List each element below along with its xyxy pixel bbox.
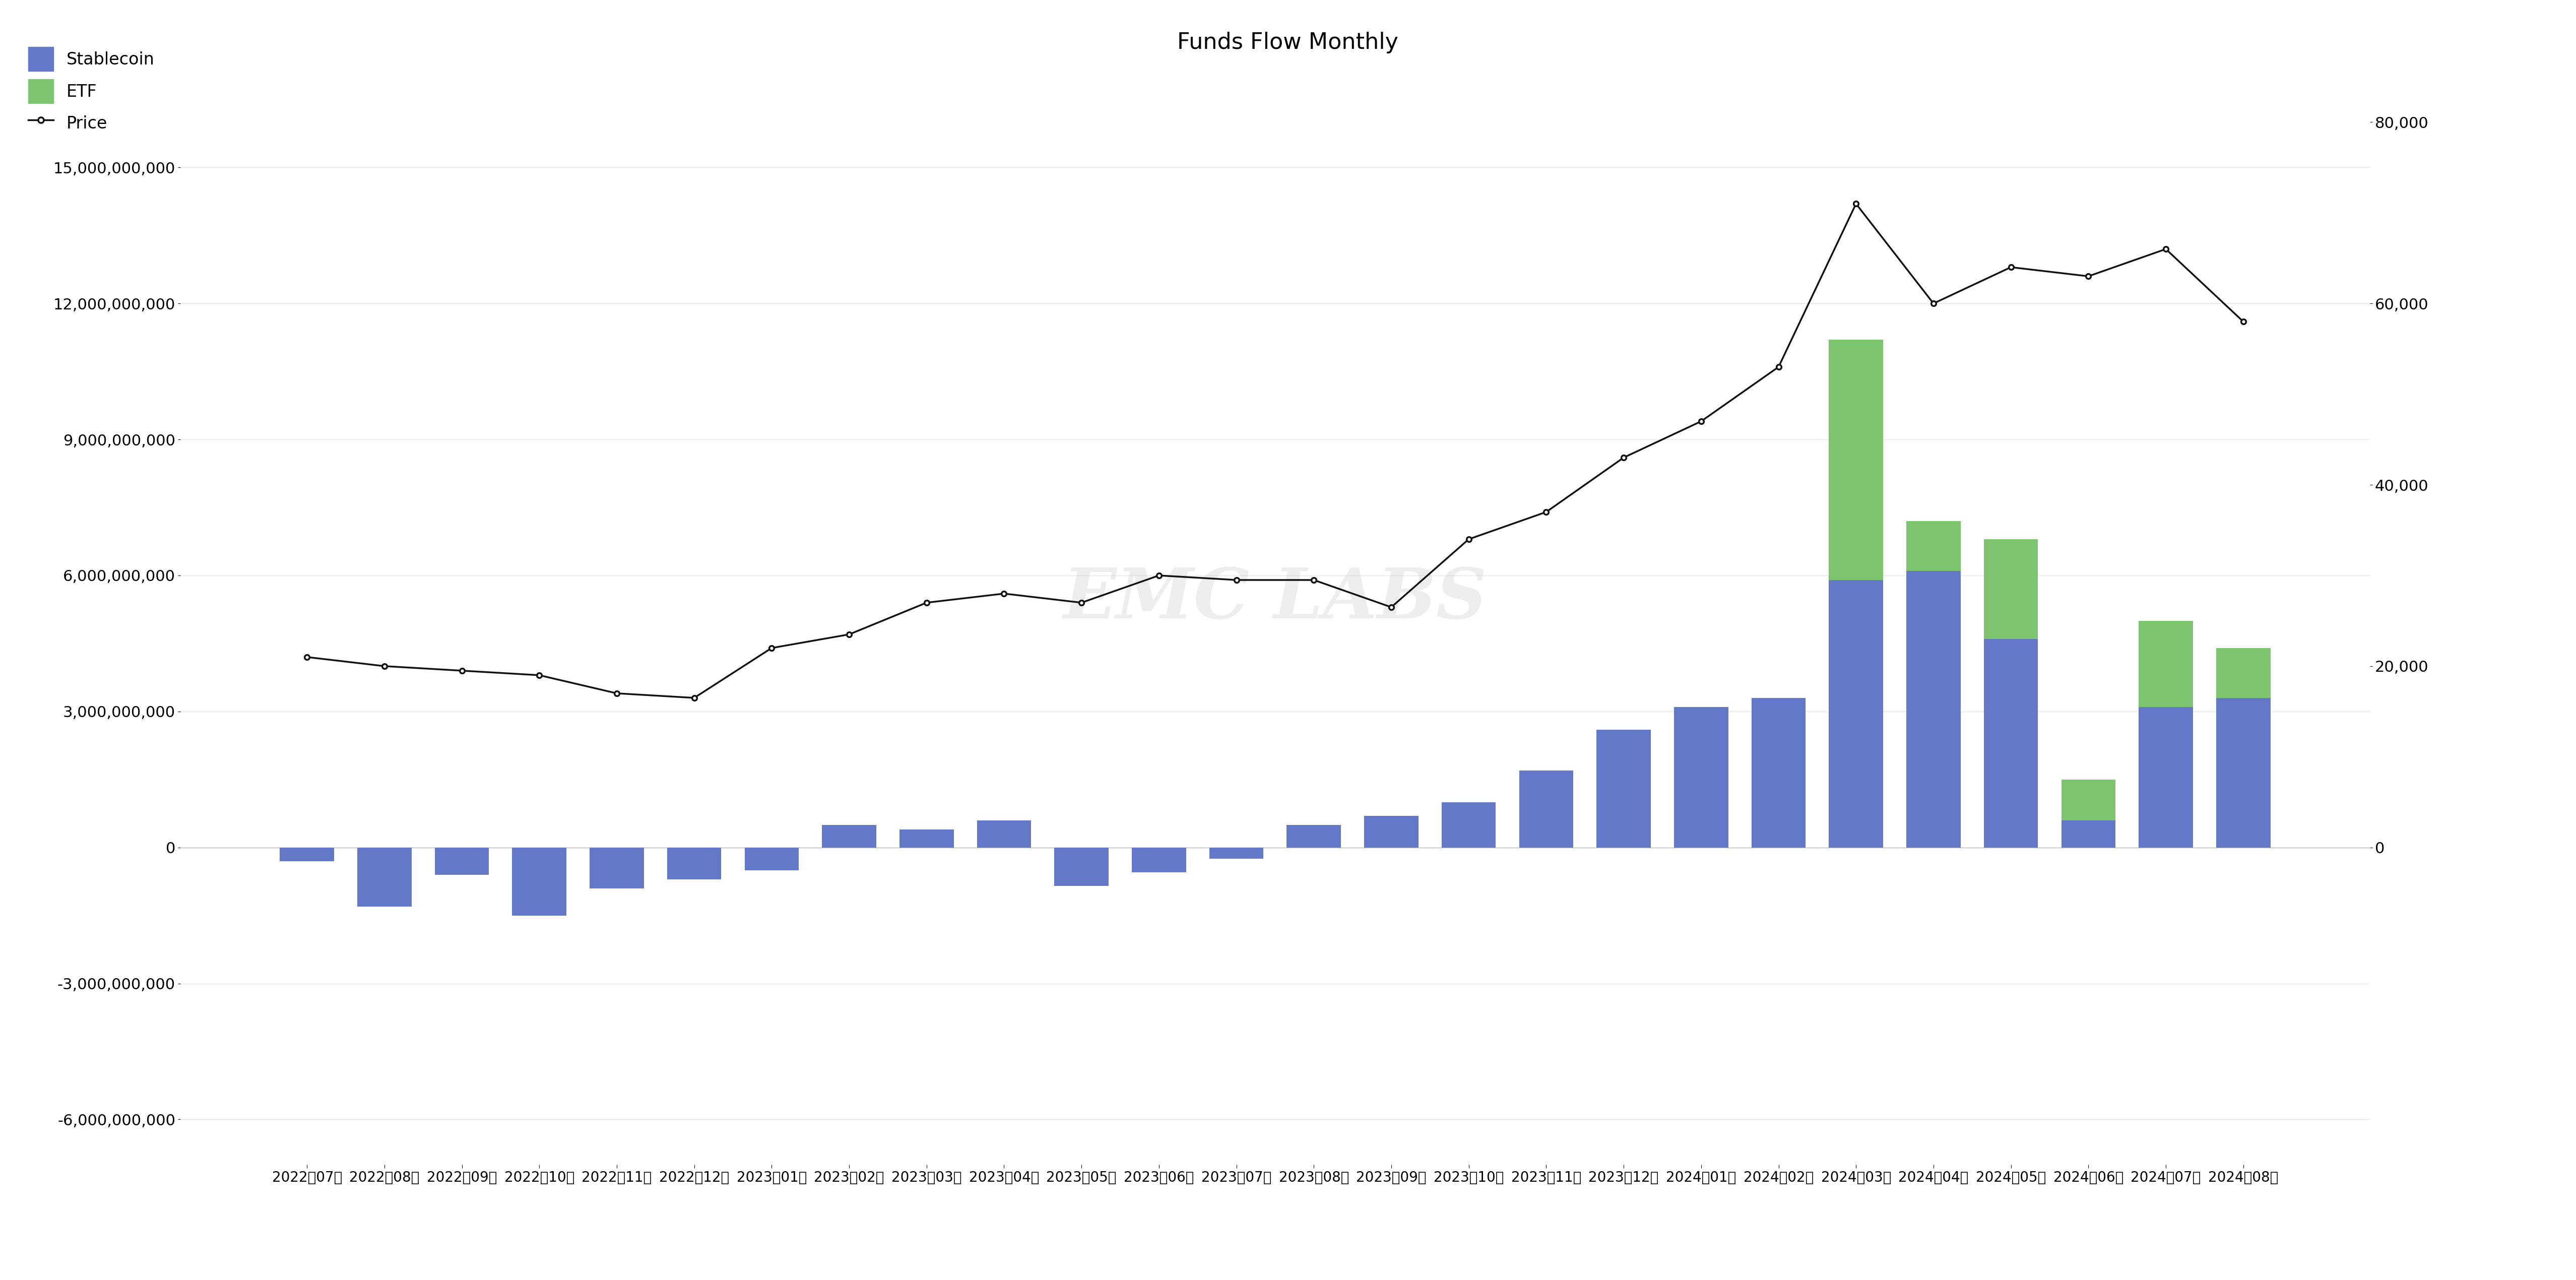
Bar (358, 847, 412, 906)
Text: EMC LABS: EMC LABS (1064, 566, 1486, 632)
Bar (435, 847, 489, 874)
Price (835, 627, 866, 643)
Price (1762, 360, 1793, 375)
Bar (1597, 730, 1651, 847)
Bar (1520, 771, 1574, 847)
Price (1453, 531, 1484, 547)
Price (1842, 196, 1873, 211)
Price (600, 686, 631, 701)
Text: Funds Flow Monthly: Funds Flow Monthly (1177, 32, 1399, 54)
Bar (1906, 571, 1960, 847)
Bar (1906, 521, 1960, 571)
Bar (1443, 803, 1497, 847)
Bar (1984, 639, 2038, 847)
Bar (2061, 820, 2115, 847)
Legend: Stablecoin, ETF, Price: Stablecoin, ETF, Price (21, 41, 162, 142)
Bar (744, 847, 799, 870)
Bar (1288, 824, 1342, 847)
Price (291, 649, 322, 664)
Bar (2215, 698, 2269, 847)
Bar (1208, 847, 1262, 859)
Bar (2061, 780, 2115, 820)
Line: Price: Price (304, 201, 2246, 700)
Bar (1829, 580, 1883, 847)
Price (1530, 504, 1561, 520)
Price (1607, 451, 1638, 466)
Bar (590, 847, 644, 888)
Bar (2138, 707, 2192, 847)
Price (1996, 260, 2027, 275)
Bar (1054, 847, 1108, 886)
Price (1221, 572, 1252, 588)
Bar (976, 820, 1030, 847)
Bar (513, 847, 567, 915)
Price (368, 658, 399, 673)
Bar (1984, 539, 2038, 639)
Price (523, 668, 554, 684)
Bar (1365, 815, 1419, 847)
Price (2074, 269, 2105, 284)
Price (1685, 413, 1716, 429)
Bar (899, 829, 953, 847)
Price (2151, 242, 2182, 257)
Price (446, 663, 477, 678)
Price (1298, 572, 1329, 588)
Bar (281, 847, 335, 861)
Bar (1829, 339, 1883, 580)
Bar (2215, 648, 2269, 698)
Price (757, 640, 788, 655)
Price (1376, 599, 1406, 614)
Price (1066, 595, 1097, 611)
Price (2228, 314, 2259, 329)
Bar (1752, 698, 1806, 847)
Bar (1674, 707, 1728, 847)
Bar (2138, 621, 2192, 707)
Price (1919, 296, 1950, 311)
Bar (1131, 847, 1185, 873)
Price (677, 690, 708, 705)
Bar (667, 847, 721, 879)
Price (912, 595, 943, 611)
Bar (822, 824, 876, 847)
Price (1144, 568, 1175, 584)
Price (989, 586, 1020, 602)
